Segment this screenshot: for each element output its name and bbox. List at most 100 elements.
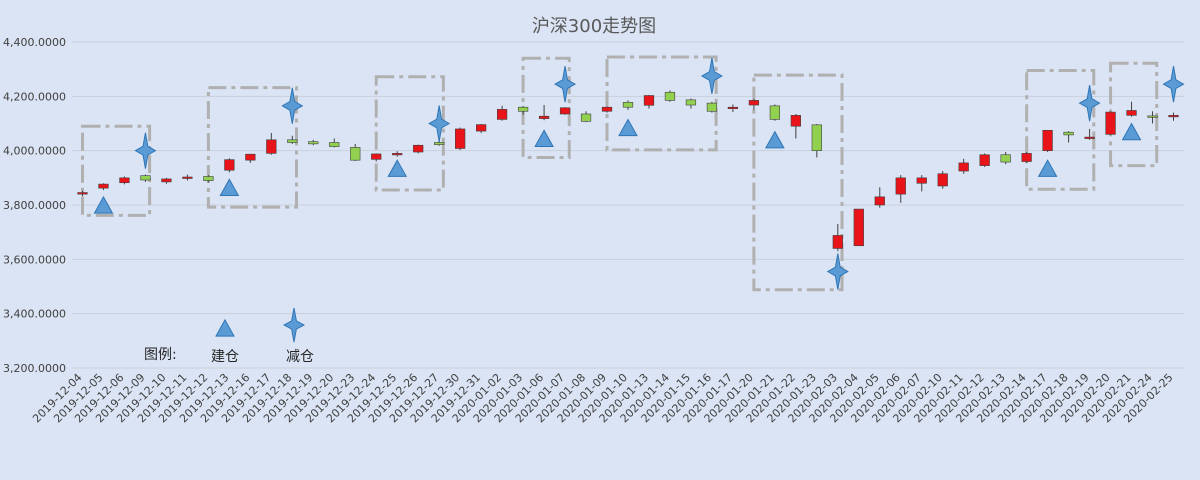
- legend: 图例: 建仓 减仓: [144, 308, 314, 365]
- candle: [1001, 152, 1011, 164]
- buy-marker-triangle-icon: [766, 132, 784, 148]
- candle-body: [1085, 137, 1095, 139]
- candle-body: [623, 102, 633, 107]
- candle-body: [1064, 132, 1074, 135]
- y-tick-label: 4,400.0000: [3, 36, 66, 49]
- buy-marker-triangle-icon: [216, 320, 234, 336]
- candle: [1106, 111, 1116, 135]
- candle-body: [371, 154, 381, 159]
- legend-buy-label: 建仓: [211, 349, 239, 365]
- trade-range-box: [1027, 71, 1094, 190]
- candle-body: [938, 174, 948, 186]
- candle-body: [812, 125, 822, 151]
- candle-body: [497, 109, 507, 119]
- grid-layer: [72, 42, 1184, 368]
- candle-body: [665, 92, 675, 100]
- candle-body: [141, 176, 151, 180]
- candle-body: [728, 107, 738, 109]
- buy-marker-triangle-icon: [1123, 124, 1141, 140]
- candle-body: [266, 140, 276, 154]
- candle: [350, 144, 360, 161]
- legend-sell-star-icon: [284, 308, 304, 342]
- candle: [78, 191, 88, 196]
- legend-label: 图例:: [144, 347, 177, 363]
- candle-body: [120, 178, 130, 183]
- y-tick-label: 4,200.0000: [3, 90, 66, 103]
- candle: [644, 95, 654, 109]
- candle: [665, 90, 675, 101]
- y-tick-label: 3,400.0000: [3, 308, 66, 321]
- candle-body: [917, 178, 927, 183]
- candle: [917, 175, 927, 191]
- candle-body: [560, 108, 570, 114]
- candle-body: [854, 209, 864, 246]
- buy-marker-triangle-icon: [619, 119, 637, 135]
- candle: [308, 140, 318, 145]
- candle-body: [875, 197, 885, 205]
- candle-body: [455, 129, 465, 149]
- candle-body: [225, 160, 235, 171]
- buy-marker-triangle-icon: [1039, 160, 1057, 176]
- candle: [623, 100, 633, 110]
- y-tick-label: 3,200.0000: [3, 362, 66, 375]
- candle: [99, 183, 109, 190]
- candle: [371, 153, 381, 161]
- trade-range-box: [376, 77, 443, 190]
- candle: [959, 159, 969, 174]
- candle: [539, 105, 549, 120]
- candle-body: [162, 179, 172, 182]
- candle: [686, 99, 696, 109]
- candle: [266, 133, 276, 155]
- candle: [791, 114, 801, 138]
- candle: [1127, 102, 1137, 117]
- candle: [204, 175, 214, 182]
- candle-body: [308, 142, 318, 144]
- candle: [1043, 130, 1053, 152]
- buy-marker-triangle-icon: [388, 160, 406, 176]
- trade-range-boxes: [82, 57, 1156, 290]
- sell-marker-star-icon: [429, 106, 449, 142]
- candle-body: [770, 106, 780, 120]
- sell-marker-star-icon: [284, 308, 304, 342]
- candle-body: [1127, 110, 1137, 115]
- candle-body: [78, 193, 88, 195]
- y-axis-ticks: 3,200.0000 3,400.0000 3,600.0000 3,800.0000…: [3, 36, 66, 375]
- candle: [246, 154, 256, 163]
- candle: [120, 176, 130, 184]
- candle-body: [1043, 130, 1053, 150]
- candle: [225, 158, 235, 172]
- candle-body: [1148, 116, 1158, 118]
- candle: [707, 102, 717, 113]
- y-tick-label: 3,800.0000: [3, 199, 66, 212]
- candle-body: [476, 125, 486, 132]
- candle: [392, 151, 402, 156]
- candle: [476, 124, 486, 133]
- candle: [162, 178, 172, 184]
- sell-marker-star-icon: [1080, 85, 1100, 121]
- candle-body: [686, 100, 696, 105]
- candle: [854, 209, 864, 246]
- candle: [980, 153, 990, 167]
- buy-marker-triangle-icon: [220, 179, 238, 195]
- candle-body: [329, 143, 339, 147]
- y-tick-label: 3,600.0000: [3, 253, 66, 266]
- candle-body: [350, 147, 360, 160]
- candle: [329, 138, 339, 147]
- candle-body: [99, 184, 109, 188]
- candle: [1022, 152, 1032, 163]
- candle: [812, 124, 822, 157]
- candle-body: [581, 114, 591, 121]
- candle-body: [183, 177, 193, 179]
- candle: [413, 145, 423, 154]
- candle-body: [833, 235, 843, 248]
- candle-body: [1106, 112, 1116, 134]
- candle-body: [1001, 155, 1011, 162]
- buy-marker-triangle-icon: [535, 130, 553, 146]
- candle: [497, 106, 507, 121]
- candle: [602, 107, 612, 113]
- candle: [749, 99, 759, 110]
- candle: [875, 187, 885, 207]
- candles: [78, 90, 1179, 251]
- candle-body: [707, 103, 717, 111]
- trade-markers: [94, 58, 1183, 290]
